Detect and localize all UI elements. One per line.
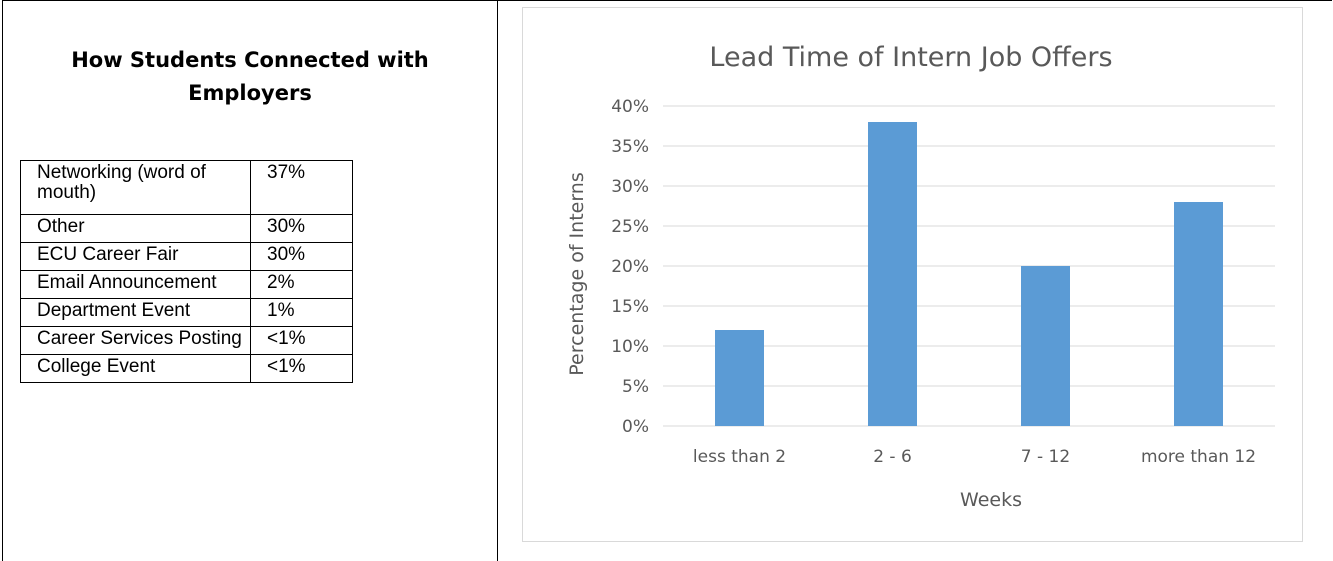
y-tick-label: 35% xyxy=(611,137,649,157)
y-tick-label: 40% xyxy=(611,97,649,117)
source-label: Other xyxy=(20,214,251,243)
y-tick-label: 10% xyxy=(611,337,649,357)
source-percentage: 30% xyxy=(250,242,353,271)
y-tick-label: 30% xyxy=(611,177,649,197)
y-tick-labels: 0% 5% 10% 15% 20% 25% 30% 35% 40% xyxy=(611,97,649,437)
table-border-left xyxy=(2,0,3,561)
bars xyxy=(715,122,1223,426)
chart-frame: Lead Time of Intern Job Offers 0% 5% 10% 15… xyxy=(522,7,1303,542)
y-tick-label: 15% xyxy=(611,297,649,317)
lead-time-bar-chart: Lead Time of Intern Job Offers 0% 5% 10% 15… xyxy=(566,42,1275,511)
source-percentage: 30% xyxy=(250,214,353,243)
source-label: College Event xyxy=(20,354,251,383)
source-percentage: <1% xyxy=(250,326,353,355)
table-row: Email Announcement 2% xyxy=(20,270,353,299)
x-tick-label: 7 - 12 xyxy=(1021,447,1070,467)
chart-title: Lead Time of Intern Job Offers xyxy=(709,42,1112,73)
source-percentage: 2% xyxy=(250,270,353,299)
bar-3 xyxy=(1174,202,1223,426)
y-tick-label: 5% xyxy=(622,377,649,397)
bar-2 xyxy=(1021,266,1070,426)
x-axis-label: Weeks xyxy=(960,489,1022,511)
table-border-middle xyxy=(497,0,498,561)
y-tick-label: 20% xyxy=(611,257,649,277)
x-tick-labels: less than 2 2 - 6 7 - 12 more than 12 xyxy=(693,447,1256,467)
source-label: Department Event xyxy=(20,298,251,327)
y-tick-label: 25% xyxy=(611,217,649,237)
x-tick-label: less than 2 xyxy=(693,447,786,467)
source-percentage: 1% xyxy=(250,298,353,327)
table-row: Networking (word of mouth) 37% xyxy=(20,160,353,215)
source-label: Career Services Posting xyxy=(20,326,251,355)
x-tick-label: 2 - 6 xyxy=(873,447,912,467)
connection-sources-table: Networking (word of mouth) 37% Other 30% ECU… xyxy=(20,160,353,383)
table-row: Department Event 1% xyxy=(20,298,353,327)
source-label: ECU Career Fair xyxy=(20,242,251,271)
table-row: Career Services Posting <1% xyxy=(20,326,353,355)
source-label: Networking (word of mouth) xyxy=(20,160,251,215)
y-tick-label: 0% xyxy=(622,417,649,437)
x-tick-label: more than 12 xyxy=(1141,447,1256,467)
source-label: Email Announcement xyxy=(20,270,251,299)
table-row: College Event <1% xyxy=(20,354,353,383)
gridlines xyxy=(663,105,1275,427)
table-row: ECU Career Fair 30% xyxy=(20,242,353,271)
source-percentage: 37% xyxy=(250,160,353,215)
table-row: Other 30% xyxy=(20,214,353,243)
left-panel-title: How Students Connected with Employers xyxy=(71,48,429,105)
bar-1 xyxy=(868,122,917,426)
y-axis-label: Percentage of Interns xyxy=(566,172,588,375)
source-percentage: <1% xyxy=(250,354,353,383)
bar-0 xyxy=(715,330,764,426)
table-border-top xyxy=(2,0,1332,1)
